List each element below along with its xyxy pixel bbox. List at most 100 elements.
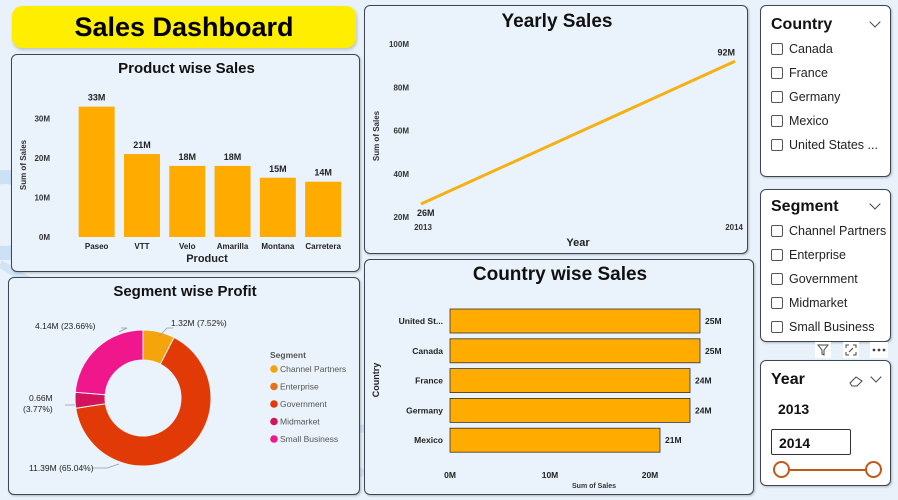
country-option[interactable]: Germany — [771, 90, 840, 104]
x-tick-label: Montana — [261, 242, 294, 251]
option-label: Midmarket — [789, 296, 848, 310]
segment-chart-title: Segment wise Profit — [113, 283, 257, 300]
data-label: 21M — [133, 140, 151, 150]
year-to-input[interactable]: 2014 — [771, 429, 851, 455]
data-label: 25M — [705, 316, 722, 326]
y-tick-label: Mexico — [414, 435, 443, 445]
x-tick-label: 10M — [542, 470, 559, 480]
checkbox[interactable] — [771, 321, 783, 333]
option-label: Mexico — [789, 114, 829, 128]
y-axis-label: Sum of Sales — [19, 139, 28, 190]
legend-title: Segment — [270, 350, 306, 360]
x-tick-label: 20M — [642, 470, 659, 480]
option-label: Canada — [789, 42, 833, 56]
chevron-down-icon[interactable] — [869, 16, 881, 28]
year-slicer[interactable]: Year 2013 2014 — [760, 360, 891, 486]
donut-slice — [74, 329, 144, 396]
option-label: United States ... — [789, 138, 878, 152]
bar — [449, 308, 701, 334]
country-option[interactable]: United States ... — [771, 138, 878, 152]
yearly-sales-panel[interactable]: Yearly Sales 20M 40M 60M 80M 100M Sum of Sale… — [364, 5, 748, 254]
y-tick-label: 20M — [393, 213, 409, 222]
product-sales-panel[interactable]: Product wise Sales 0M 10M 20M 30M Sum of Sal… — [11, 54, 360, 272]
checkbox[interactable] — [771, 249, 783, 261]
year-range-handle-end[interactable] — [865, 461, 882, 478]
data-label: 18M — [224, 152, 242, 162]
checkbox[interactable] — [771, 67, 783, 79]
focus-mode-icon[interactable] — [843, 342, 859, 358]
chevron-down-icon[interactable] — [870, 371, 882, 383]
bar — [169, 165, 206, 237]
checkbox[interactable] — [771, 115, 783, 127]
y-tick-label: 10M — [34, 194, 50, 203]
legend-label: Government — [280, 399, 327, 409]
series-line — [420, 59, 736, 206]
checkbox[interactable] — [771, 139, 783, 151]
data-label: (3.77%) — [23, 404, 53, 414]
y-tick-label: 60M — [393, 127, 409, 136]
y-tick-label: 100M — [389, 40, 409, 49]
segment-donut-chart: 1.32M (7.52%) 11.39M (65.04%) 0.66M(3.77%)… — [23, 318, 346, 473]
segment-option[interactable]: Government — [771, 272, 858, 286]
data-label: 14M — [314, 168, 332, 178]
donut-slice — [75, 336, 212, 467]
x-axis-label: Product — [186, 253, 228, 265]
country-chart-title: Country wise Sales — [472, 264, 648, 285]
segment-slicer-title: Segment — [771, 198, 839, 215]
x-axis-label: Sum of Sales — [572, 483, 616, 490]
legend-marker — [270, 400, 278, 408]
country-option[interactable]: Canada — [771, 42, 833, 56]
segment-option[interactable]: Small Business — [771, 320, 874, 334]
country-slicer[interactable]: Country Canada France Germany Mexico Uni… — [760, 5, 891, 177]
bar — [78, 106, 115, 238]
product-chart-title: Product wise Sales — [118, 60, 255, 77]
x-tick-label: 2013 — [414, 223, 432, 232]
eraser-icon[interactable] — [848, 375, 864, 387]
yearly-chart-title: Yearly Sales — [501, 11, 613, 32]
year-slicer-title: Year — [771, 371, 805, 388]
segment-slicer[interactable]: Segment Channel Partners Enterprise Gove… — [760, 189, 891, 342]
filter-icon[interactable] — [815, 342, 831, 358]
legend-marker — [270, 382, 278, 391]
checkbox[interactable] — [771, 43, 783, 55]
country-option[interactable]: Mexico — [771, 114, 829, 128]
data-label: 92M — [717, 47, 735, 57]
yearly-line-chart: 20M 40M 60M 80M 100M Sum of Sales 26M 2013 92M 20… — [372, 40, 744, 249]
country-sales-panel[interactable]: Country wise Sales United St... 25M Canada… — [364, 259, 754, 495]
segment-option[interactable]: Channel Partners — [771, 224, 886, 238]
option-label: Government — [789, 272, 858, 286]
data-label: 15M — [269, 164, 287, 174]
option-label: Enterprise — [789, 248, 846, 262]
checkbox[interactable] — [771, 225, 783, 237]
dashboard-title: Sales Dashboard — [12, 6, 356, 48]
leader-line — [93, 463, 120, 469]
x-tick-label: VTT — [134, 242, 149, 251]
country-option[interactable]: France — [771, 66, 828, 80]
chevron-down-icon[interactable] — [869, 198, 881, 210]
legend-label: Midmarket — [280, 417, 320, 427]
leader-line — [158, 327, 173, 337]
legend-marker — [270, 365, 278, 373]
bar — [449, 397, 691, 423]
year-range-handle-start[interactable] — [773, 461, 790, 478]
more-options-icon[interactable] — [870, 342, 888, 358]
checkbox[interactable] — [771, 273, 783, 285]
segment-option[interactable]: Enterprise — [771, 248, 846, 262]
checkbox[interactable] — [771, 91, 783, 103]
data-label: 0.66M — [29, 393, 53, 403]
checkbox[interactable] — [771, 297, 783, 309]
year-from-input[interactable]: 2013 — [778, 401, 810, 417]
y-tick-label: 40M — [393, 170, 409, 179]
leader-line — [118, 327, 128, 333]
y-tick-label: 20M — [34, 154, 50, 163]
x-tick-label: Amarilla — [217, 242, 249, 251]
data-label: 4.14M (23.66%) — [35, 321, 96, 331]
bar — [305, 181, 342, 237]
segment-option[interactable]: Midmarket — [771, 296, 847, 310]
data-label: 1.32M (7.52%) — [171, 318, 227, 328]
y-axis-label: Country — [371, 363, 381, 398]
year-range-track[interactable] — [781, 469, 875, 471]
bar — [449, 427, 661, 453]
segment-profit-panel[interactable]: Segment wise Profit 1.32M (7.52%) 11.39M … — [8, 277, 360, 495]
bar — [214, 165, 251, 237]
